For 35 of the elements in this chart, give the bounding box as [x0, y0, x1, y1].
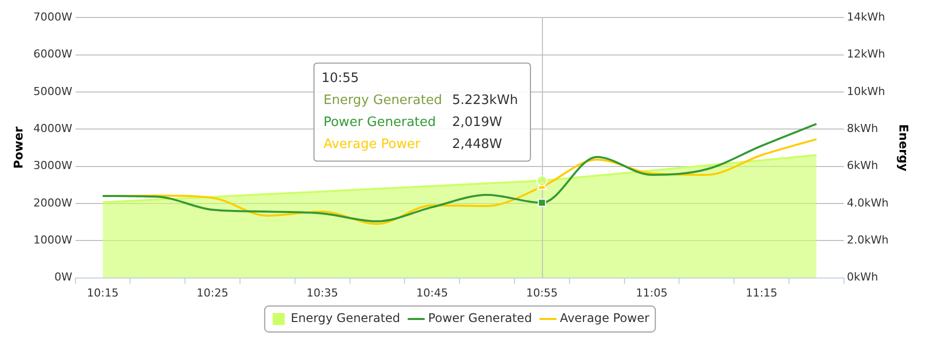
text: Power Generated — [323, 114, 436, 130]
text: Average Power — [323, 136, 420, 152]
y2-tick-label: 10kWh — [846, 84, 886, 98]
annotation: 5.223kWh — [452, 92, 518, 108]
x-tick-label: 10:35 — [306, 286, 338, 300]
annotation: 10:55 — [321, 70, 359, 86]
y2-tick-label: 12kWh — [846, 48, 886, 61]
y-tick-label: 0W — [54, 270, 72, 284]
y-tick-label: 6000W — [33, 48, 72, 61]
x-tick-label: 10:45 — [416, 286, 448, 300]
x-tick-label: 10:15 — [86, 286, 119, 300]
y-tick-label: 2000W — [33, 196, 72, 210]
y2-axis-title: Energy — [896, 124, 911, 172]
y2-tick-label: 14kWh — [846, 10, 886, 24]
y2-tick-label: 2.0kWh — [846, 233, 889, 246]
annotation: 2,019W — [452, 114, 502, 130]
x-tick-label: 11:15 — [746, 286, 778, 300]
legend-label: Energy Generated — [290, 311, 400, 326]
text: Energy Generated — [323, 92, 442, 108]
legend-label: Power Generated — [428, 311, 532, 326]
y2-tick-label: 4.0kWh — [846, 196, 889, 210]
x-tick-label: 10:25 — [196, 286, 228, 300]
y-tick-label: 1000W — [33, 233, 72, 246]
y-tick-label: 7000W — [33, 10, 72, 24]
y-tick-label: 3000W — [33, 159, 72, 172]
x-tick-label: 11:05 — [636, 286, 668, 300]
y-tick-label: 5000W — [33, 84, 72, 98]
y2-tick-label: 0kWh — [846, 270, 878, 284]
legend-label: Average Power — [560, 311, 650, 326]
x-tick-label: 10:55 — [526, 286, 558, 300]
y2-tick-label: 8kWh — [846, 122, 878, 135]
y-axis-title: Power — [11, 126, 26, 169]
annotation: 2,448W — [452, 136, 502, 152]
y-tick-label: 4000W — [33, 122, 72, 135]
y2-tick-label: 6kWh — [846, 159, 878, 172]
